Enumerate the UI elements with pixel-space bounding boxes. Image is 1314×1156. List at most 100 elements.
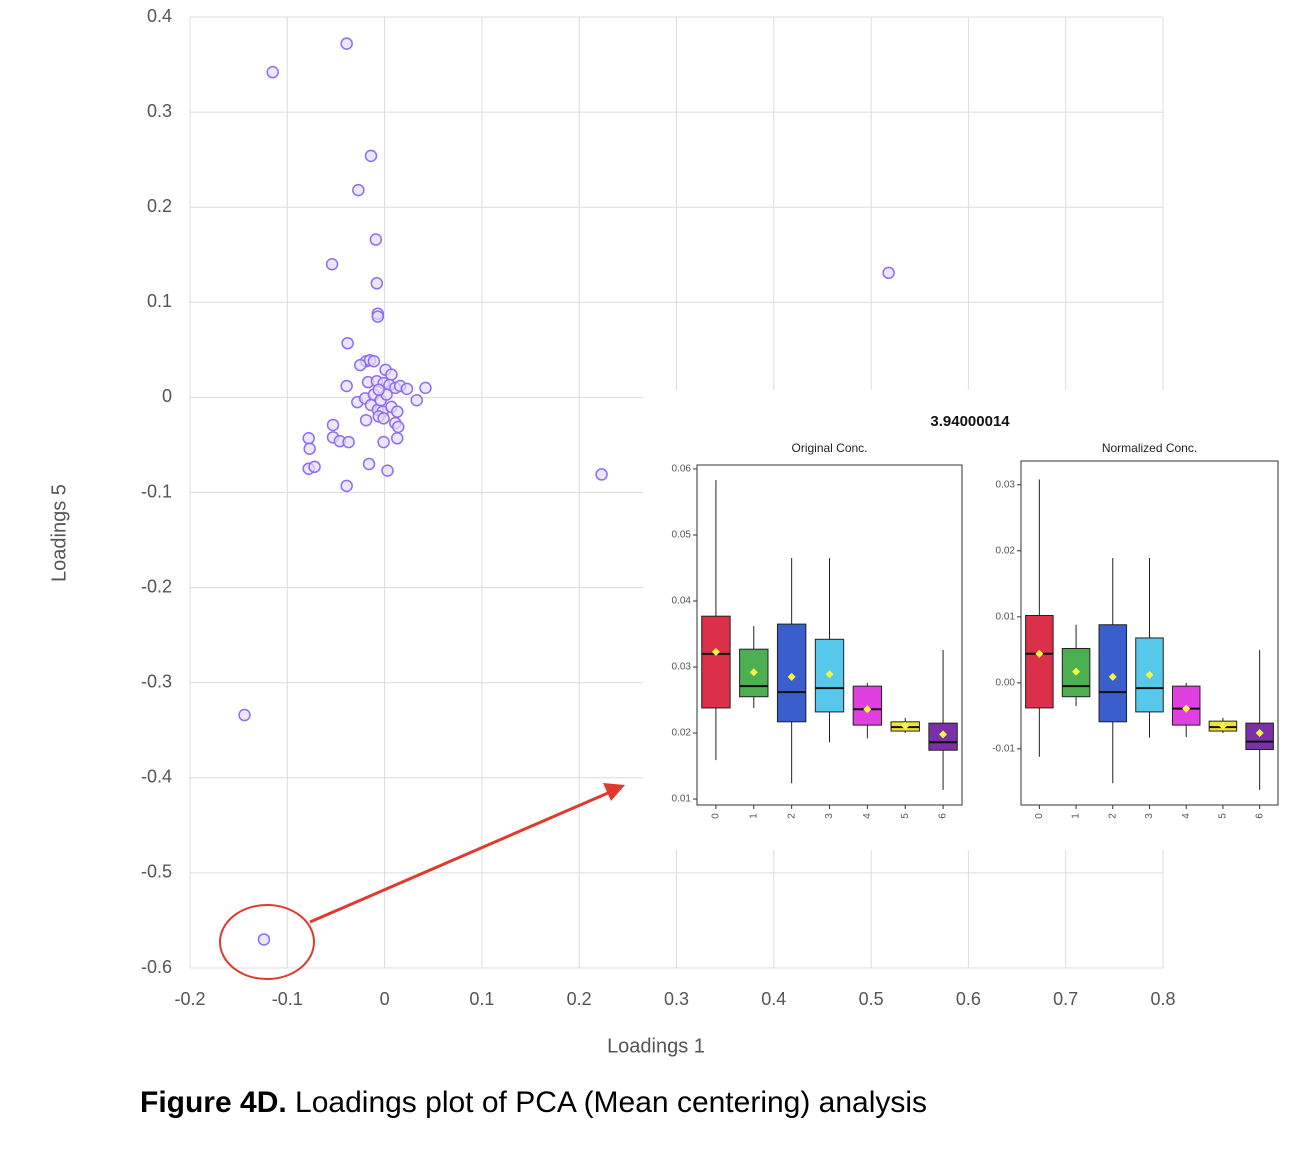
y-tick-label: 0.02 [996, 545, 1016, 556]
arrow-head [603, 783, 625, 801]
point [362, 457, 376, 471]
x-tick-label: 0.3 [664, 989, 689, 1009]
x-tick-label: 1 [748, 813, 759, 819]
panel-title: Normalized Conc. [1102, 441, 1197, 455]
x-tick-label: 5 [1218, 813, 1229, 819]
inset-title: 3.94000014 [930, 413, 1010, 430]
y-tick-label: 0.4 [147, 6, 172, 26]
mean-marker [939, 730, 948, 739]
y-tick-label: -0.2 [141, 576, 172, 596]
point [302, 432, 315, 445]
point [372, 383, 386, 397]
x-tick-label: -0.2 [174, 989, 205, 1009]
caption: Figure 4D. Loadings plot of PCA (Mean ce… [140, 1086, 927, 1119]
y-tick-label: -0.3 [141, 671, 172, 691]
point [354, 358, 367, 372]
mean-marker [1255, 729, 1264, 738]
x-tick-label: 4 [862, 813, 873, 819]
point [390, 405, 404, 418]
point [400, 382, 414, 396]
caption-text: Loadings plot of PCA (Mean centering) an… [287, 1086, 927, 1119]
x-tick-label: 3 [824, 813, 835, 819]
y-tick-label: 0.1 [147, 291, 172, 311]
point [340, 379, 353, 393]
mean-marker [711, 647, 720, 656]
y-tick-label: 0.06 [672, 464, 692, 475]
x-tick-label: 0.2 [567, 989, 592, 1009]
point [367, 355, 381, 368]
arrow-shaft [309, 791, 609, 924]
point [341, 336, 354, 350]
point [340, 479, 353, 493]
y-tick-label: -0.4 [141, 767, 172, 787]
box [1171, 685, 1201, 726]
point [419, 381, 432, 395]
panel-title: Original Conc. [791, 441, 867, 455]
x-tick-label: 3 [1144, 813, 1155, 819]
mean-marker [1072, 667, 1081, 676]
x-tick-label: 0.6 [956, 989, 981, 1009]
point [369, 233, 383, 246]
point [257, 933, 271, 946]
x-tick-label: 5 [900, 813, 911, 819]
x-tick-label: 0 [1034, 813, 1045, 819]
point [342, 435, 355, 449]
point [390, 432, 404, 445]
point [308, 460, 321, 474]
point [370, 277, 384, 290]
x-tick-label: 2 [786, 813, 797, 819]
mean-marker [863, 705, 872, 714]
mean-marker [901, 721, 910, 730]
y-tick-label: 0.2 [147, 196, 172, 216]
caption-label: Figure 4D. [140, 1086, 287, 1119]
y-tick-label: 0.02 [672, 728, 692, 739]
point [303, 442, 316, 456]
x-tick-label: 2 [1107, 813, 1118, 819]
y-tick-label: 0.05 [672, 530, 692, 541]
point [325, 258, 339, 271]
x-tick-label: 6 [938, 813, 949, 819]
x-tick-label: -0.1 [272, 989, 303, 1009]
mean-marker [1218, 721, 1227, 730]
mean-marker [825, 670, 834, 679]
point [410, 394, 423, 407]
y-tick-label: 0.04 [672, 596, 692, 607]
mean-marker [749, 668, 758, 677]
y-tick-label: 0.01 [672, 794, 692, 805]
point [595, 468, 608, 481]
mean-marker [1145, 670, 1154, 679]
y-tick-label: 0.03 [996, 479, 1016, 490]
x-tick-label: 0.8 [1150, 989, 1175, 1009]
y-tick-label: 0 [162, 386, 172, 406]
mean-marker [1035, 649, 1044, 658]
point [377, 435, 390, 449]
point [391, 420, 405, 434]
inset-background [643, 390, 1185, 850]
x-tick-label: 0 [711, 813, 722, 819]
point [364, 149, 378, 163]
y-tick-label: 0.01 [996, 611, 1016, 622]
point [882, 266, 895, 280]
point [326, 418, 340, 432]
y-tick-label: 0.3 [147, 101, 172, 121]
y-tick-label: 0.03 [672, 662, 692, 673]
y-tick-label: -0.01 [992, 744, 1015, 755]
x-tick-label: 0 [380, 989, 390, 1009]
point [266, 65, 279, 79]
y-tick-label: 0.00 [996, 677, 1016, 688]
y-axis-label: Loadings 5 [48, 484, 70, 582]
point [340, 37, 353, 50]
x-tick-label: 1 [1071, 813, 1082, 819]
point [359, 413, 373, 427]
x-tick-label: 0.7 [1053, 989, 1078, 1009]
y-tick-label: -0.6 [141, 957, 172, 977]
y-tick-label: -0.5 [141, 862, 172, 882]
point [381, 464, 394, 477]
mean-marker [787, 672, 796, 681]
point [377, 412, 390, 425]
inset: Original Conc. 0.01 0.02 0.03 0.04 0.05 0.06 0 1… [672, 441, 1279, 819]
highlight-circle [219, 904, 315, 980]
point [238, 708, 251, 722]
box [701, 615, 731, 709]
